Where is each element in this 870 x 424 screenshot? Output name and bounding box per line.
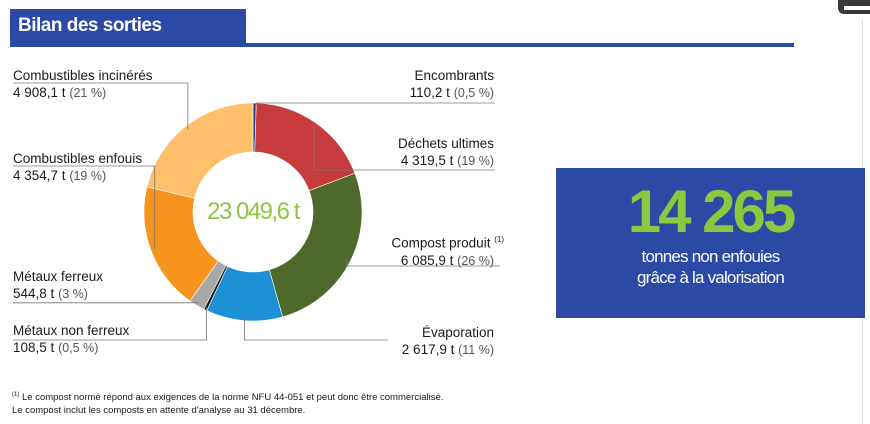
label-metaux-ferreux: Métaux ferreux 544,8 t (3 %) <box>13 269 104 301</box>
label-dechets-ultimes: Déchets ultimes 4 319,5 t (19 %) <box>397 136 494 168</box>
chart-total: 23 049,6 t <box>207 198 300 225</box>
donut-slice-2 <box>268 172 363 318</box>
leader-metaux-non-ferreux <box>13 307 207 341</box>
donut-slice-7 <box>146 102 254 199</box>
footnote-1: (1) Le compost normé répond aux exigence… <box>12 392 444 404</box>
label-metaux-non-ferreux: Métaux non ferreux 108,5 t (0,5 %) <box>13 323 130 355</box>
leader-combustibles-enfouis <box>13 165 156 250</box>
header-rule <box>10 43 794 47</box>
label-evaporation: Évaporation 2 617,9 t (11 %) <box>401 325 494 357</box>
header-tab <box>10 9 246 45</box>
leader-combustibles-incineres <box>13 82 189 130</box>
leader-lines <box>13 82 500 341</box>
kpi-line-2: grâce à la valorisation <box>637 268 785 287</box>
leader-evaporation <box>244 316 388 341</box>
leader-encombrants <box>254 102 495 108</box>
donut-slices <box>143 102 363 322</box>
window-corner-icon <box>838 0 870 14</box>
donut-slice-1 <box>254 102 356 192</box>
kpi-line-1: tonnes non enfouies <box>641 247 781 266</box>
page-title: Bilan des sorties <box>18 15 162 36</box>
leader-compost-produit <box>346 259 500 267</box>
footnote-2: Le compost inclut les composts en attent… <box>12 405 306 416</box>
leader-dechets-ultimes <box>313 126 495 171</box>
kpi-number: 14 265 <box>627 178 797 245</box>
label-compost-produit: Compost produit (1) 6 085,9 t (26 %) <box>391 235 504 268</box>
label-combustibles-incineres: Combustibles incinérés 4 908,1 t (21 %) <box>13 68 153 100</box>
label-combustibles-enfouis: Combustibles enfouis 4 354,7 t (19 %) <box>13 151 143 183</box>
kpi-box <box>556 168 865 318</box>
label-encombrants: Encombrants 110,2 t (0,5 %) <box>409 68 494 100</box>
